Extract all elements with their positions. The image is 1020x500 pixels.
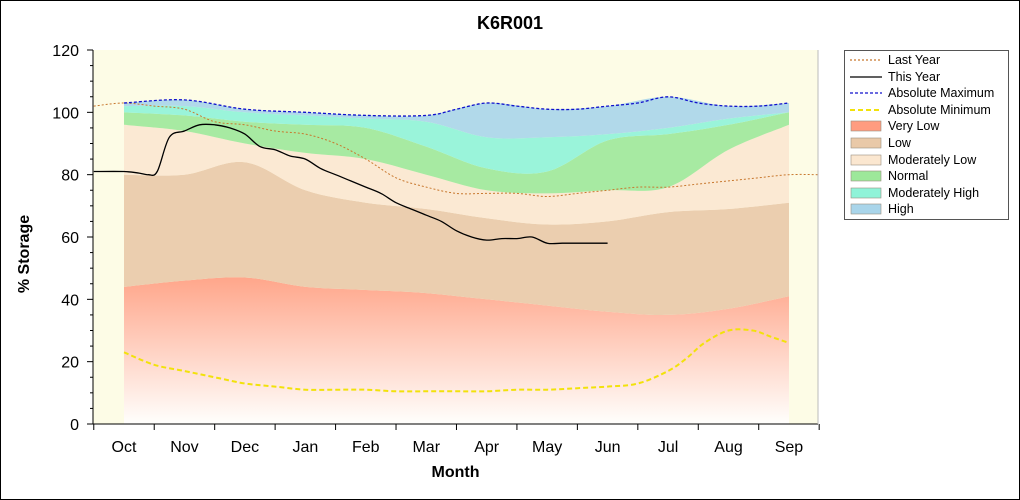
legend-label: Normal: [888, 169, 929, 184]
legend-box-swatch: [850, 121, 882, 132]
legend-label: Low: [888, 136, 911, 150]
legend: Last Year This Year Absolute Maximum Absolu…: [844, 50, 1009, 220]
y-tick-label: 80: [61, 168, 79, 185]
legend-box-swatch: [850, 204, 882, 215]
legend-label: High: [888, 202, 914, 217]
x-tick-label: Dec: [231, 439, 259, 456]
series-this-year: [93, 123, 608, 245]
legend-box-swatch: [850, 154, 882, 165]
y-tick-label: 0: [70, 417, 79, 434]
legend-label: This Year: [888, 69, 941, 84]
legend-label: Moderately High: [888, 185, 980, 200]
legend-label: Moderately Low: [888, 152, 977, 167]
band-moderately-low: [124, 124, 789, 225]
legend-line-swatch: [850, 92, 882, 94]
x-tick-label: Jan: [292, 439, 318, 456]
legend-item: Moderately High: [845, 185, 1008, 201]
x-tick-label: Jun: [595, 439, 621, 456]
series-absolute-maximum: [123, 96, 790, 117]
legend-item: Absolute Minimum: [845, 102, 1008, 118]
legend-line-swatch: [850, 75, 882, 78]
x-tick-label: Apr: [474, 439, 500, 456]
legend-label: Absolute Minimum: [888, 102, 991, 117]
legend-item: Last Year: [845, 52, 1008, 68]
y-tick-label: 100: [52, 105, 79, 122]
series-lines: [93, 96, 820, 393]
x-tick-label: Feb: [352, 439, 380, 456]
y-tick-label: 60: [61, 230, 79, 247]
x-tick-label: Jul: [658, 439, 678, 456]
x-tick-label: Sep: [775, 439, 804, 456]
legend-label: Last Year: [888, 53, 941, 67]
band-moderately-high: [124, 105, 789, 174]
axes: 0 20 40 60 80 100 120 Oct Nov Dec Jan Feb Mar Apr May J…: [52, 43, 820, 456]
x-tick-label: Aug: [714, 439, 742, 456]
x-axis-label: Month: [431, 464, 480, 481]
legend-item: This Year: [845, 69, 1008, 85]
legend-item: Very Low: [845, 118, 1008, 134]
legend-box-swatch: [850, 137, 882, 149]
band-high: [124, 96, 789, 139]
x-tick-label: Mar: [412, 439, 440, 456]
legend-item: High: [845, 201, 1008, 217]
legend-box-swatch: [850, 187, 882, 199]
legend-box-swatch: [850, 170, 882, 182]
band-low: [124, 161, 789, 315]
legend-line-swatch: [850, 108, 882, 111]
band-very-low: [124, 277, 789, 424]
legend-line-swatch: [850, 59, 882, 61]
y-tick-label: 120: [52, 43, 79, 60]
storage-bands: [124, 96, 789, 424]
legend-item: Absolute Maximum: [845, 85, 1008, 101]
legend-label: Absolute Maximum: [888, 86, 995, 101]
legend-item: Normal: [845, 168, 1008, 184]
y-tick-label: 40: [61, 292, 79, 309]
x-tick-label: Nov: [170, 439, 198, 456]
x-tick-label: Oct: [112, 439, 137, 456]
legend-label: Very Low: [888, 119, 940, 134]
y-tick-label: 20: [61, 355, 79, 372]
chart-title: K6R001: [476, 13, 544, 33]
legend-item: Moderately Low: [845, 152, 1008, 168]
legend-item: Low: [845, 135, 1008, 151]
x-tick-label: May: [532, 439, 562, 456]
